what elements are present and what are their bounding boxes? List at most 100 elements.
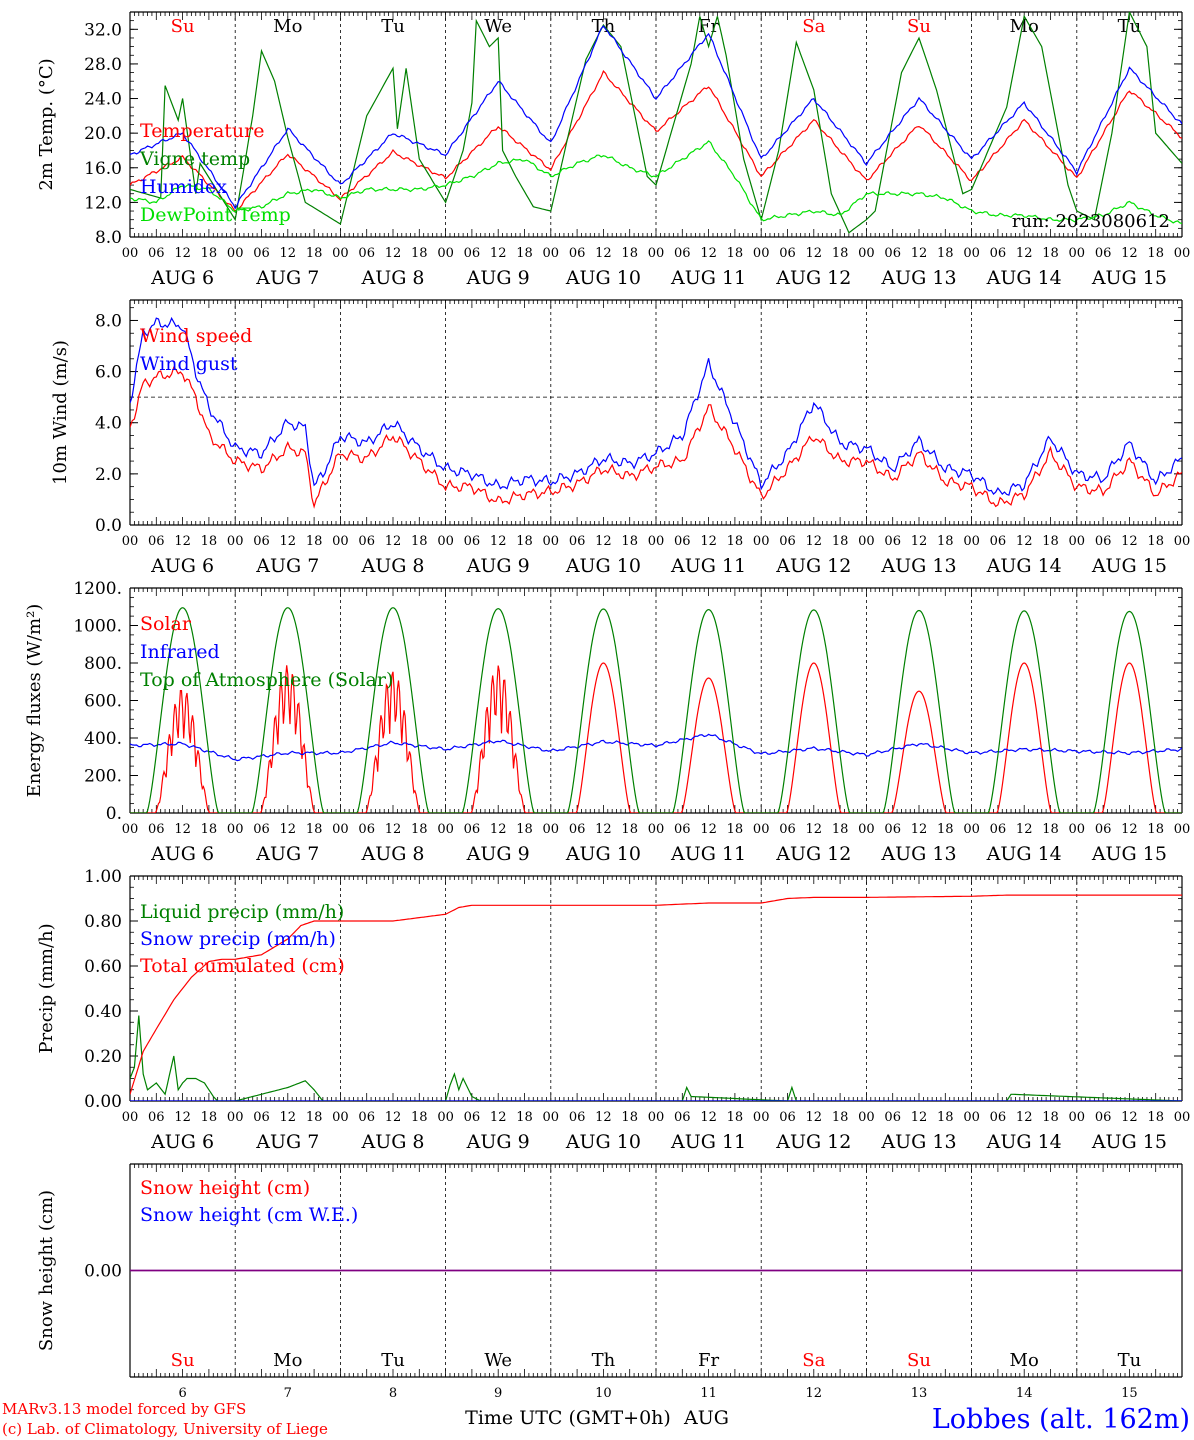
legend-entry: Vigne temp <box>139 148 250 170</box>
x-hour-label: 06 <box>148 534 165 549</box>
x-hour-label: 12 <box>490 822 507 837</box>
x-hour-label: 00 <box>753 246 770 261</box>
x-hour-label: 00 <box>1069 534 1086 549</box>
x-hour-label: 18 <box>1042 534 1059 549</box>
x-date-label: AUG 14 <box>986 843 1062 865</box>
x-hour-label: 12 <box>595 822 612 837</box>
x-hour-label: 18 <box>306 534 323 549</box>
x-hour-label: 06 <box>253 246 270 261</box>
legend-entry: Infrared <box>140 641 220 663</box>
x-hour-label: 18 <box>621 246 638 261</box>
x-hour-label: 12 <box>385 246 402 261</box>
series-group <box>130 316 1182 509</box>
x-hour-label: 18 <box>832 822 849 837</box>
x-date-number: 7 <box>284 1386 292 1401</box>
x-hour-label: 06 <box>884 822 901 837</box>
legend-entry: Liquid precip (mm/h) <box>140 901 344 923</box>
x-hour-label: 12 <box>806 246 823 261</box>
x-date-label: AUG 12 <box>775 1131 851 1153</box>
x-hour-label: 06 <box>148 822 165 837</box>
x-hour-label: 00 <box>963 822 980 837</box>
x-hour-label: 12 <box>911 1110 928 1125</box>
x-date-label: AUG 11 <box>670 843 746 865</box>
x-date-label: AUG 8 <box>360 1131 424 1153</box>
x-hour-label: 12 <box>806 534 823 549</box>
x-hour-label: 06 <box>779 1110 796 1125</box>
x-hour-label: 12 <box>385 534 402 549</box>
x-date-label: AUG 10 <box>565 1131 641 1153</box>
y-tick-label: 1000. <box>73 617 122 637</box>
x-hour-label: 06 <box>148 246 165 261</box>
x-date-label: AUG 12 <box>775 267 851 289</box>
panel-precipitation: 0.00 0.20 0.40 0.60 0.80 1.00 Precip (mm/h) 00 0… <box>36 867 1190 1153</box>
y-tick-label: 6.0 <box>95 363 122 383</box>
x-hour-label: 06 <box>884 534 901 549</box>
x-hour-label: 00 <box>648 1110 665 1125</box>
x-hour-label: 06 <box>779 822 796 837</box>
x-hour-label: 18 <box>1042 822 1059 837</box>
x-hour-label: 12 <box>174 1110 191 1125</box>
x-date-label: AUG 12 <box>775 843 851 865</box>
x-hour-label: 00 <box>543 1110 560 1125</box>
weekday-label: Sa <box>802 1350 825 1371</box>
y-tick-label: 800. <box>84 654 122 674</box>
x-date-label: AUG 10 <box>565 267 641 289</box>
x-hour-label: 00 <box>227 534 244 549</box>
series-line-dewpoint-temp <box>130 140 1182 225</box>
x-hour-label: 12 <box>280 822 297 837</box>
x-hour-label: 18 <box>411 822 428 837</box>
weekday-label: Fr <box>698 16 719 37</box>
x-date-label: AUG 6 <box>150 843 214 865</box>
x-hour-label: 00 <box>437 534 454 549</box>
x-date-label: AUG 10 <box>565 843 641 865</box>
panel-wind: 0.0 2.0 4.0 6.0 8.0 10m Wind (m/s) 00 06 12 18 AUG… <box>50 299 1190 577</box>
x-date-label: AUG 8 <box>360 267 424 289</box>
x-date-label: AUG 6 <box>150 1131 214 1153</box>
x-hour-label: 00 <box>122 822 139 837</box>
weekday-label: Sa <box>802 16 825 37</box>
run-annotation: run: 2023080612 <box>1012 211 1170 232</box>
x-date-label: AUG 9 <box>466 843 530 865</box>
weekday-label: We <box>484 16 512 37</box>
x-date-label: AUG 13 <box>880 1131 956 1153</box>
x-hour-label: 18 <box>937 1110 954 1125</box>
x-date-number: 13 <box>911 1386 928 1401</box>
y-tick-label: 0.40 <box>84 1002 122 1022</box>
y-tick-label: 0.80 <box>84 912 122 932</box>
x-hour-label: 18 <box>306 246 323 261</box>
x-hour-label: 00 <box>858 1110 875 1125</box>
x-date-label: AUG 12 <box>775 555 851 577</box>
y-tick-label: 200. <box>84 767 122 787</box>
x-hour-label: 00 <box>122 1110 139 1125</box>
x-date-label: AUG 7 <box>255 1131 319 1153</box>
x-hour-label: 06 <box>674 246 691 261</box>
weekday-label: Mo <box>1010 16 1039 37</box>
panel-snow-height: 0.00 Snow height (cm) 6 7 8 9 10 11 12 13 14 15 Su Mo… <box>36 1163 1183 1401</box>
x-date-label: AUG 7 <box>255 555 319 577</box>
x-date-label: AUG 13 <box>880 843 956 865</box>
x-hour-label: 12 <box>1016 1110 1033 1125</box>
x-hour-label: 00 <box>648 246 665 261</box>
x-hour-label: 12 <box>174 534 191 549</box>
x-hour-label: 12 <box>1121 246 1138 261</box>
x-date-number: 6 <box>178 1386 186 1401</box>
weekday-label: We <box>484 1350 512 1371</box>
x-date-label: AUG 8 <box>360 843 424 865</box>
x-hour-label: 00 <box>858 534 875 549</box>
x-hour-label: 00 <box>227 246 244 261</box>
x-hour-label: 12 <box>911 534 928 549</box>
weekday-label: Su <box>171 1350 195 1371</box>
x-hour-label: 12 <box>280 246 297 261</box>
x-hour-label: 00 <box>1174 822 1191 837</box>
x-hour-label: 00 <box>1069 1110 1086 1125</box>
weekday-label: Mo <box>273 16 302 37</box>
x-hour-label: 06 <box>253 534 270 549</box>
x-axis-month: AUG <box>683 1407 729 1429</box>
x-hour-label: 18 <box>727 1110 744 1125</box>
x-hour-label: 00 <box>543 534 560 549</box>
x-hour-label: 00 <box>1069 822 1086 837</box>
x-hour-label: 06 <box>358 246 375 261</box>
legend-entry: Snow precip (mm/h) <box>140 928 336 950</box>
x-date-label: AUG 7 <box>255 843 319 865</box>
